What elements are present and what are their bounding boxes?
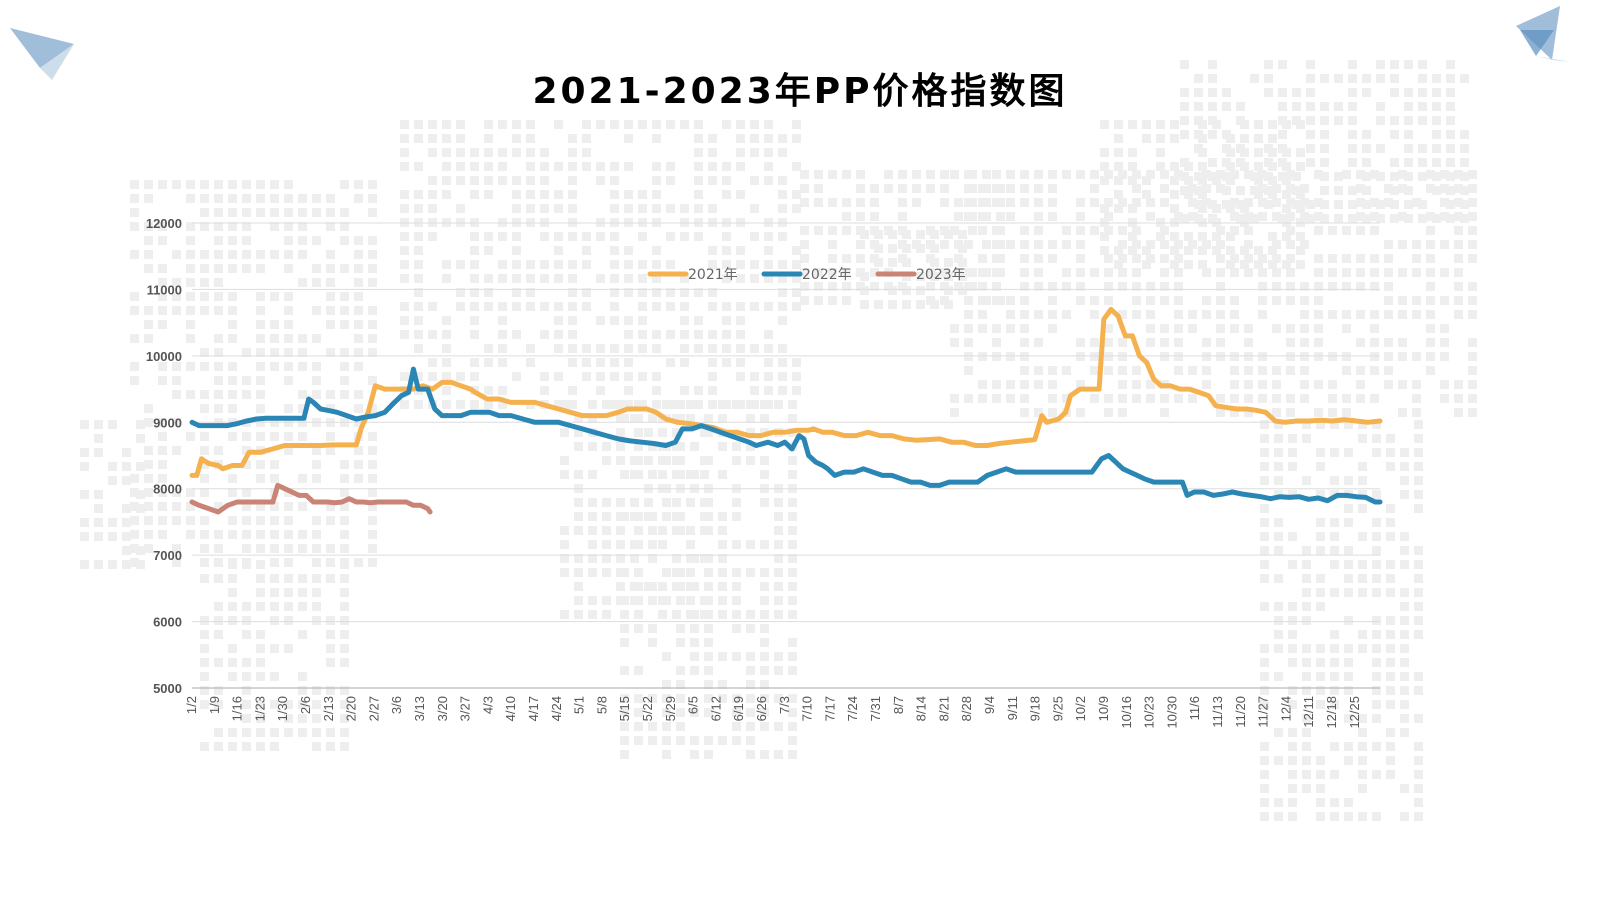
x-tick-label: 12/11 xyxy=(1301,696,1316,728)
paper-plane-icon xyxy=(1516,6,1572,62)
x-tick-label: 4/17 xyxy=(526,696,541,721)
x-tick-label: 7/24 xyxy=(845,696,860,721)
x-axis: 1/2 1/9 1/16 1/23 1/30 2/6 2/13 2/20 2/27 3/6 3/13… xyxy=(184,687,1380,729)
x-tick-label: 11/20 xyxy=(1233,696,1248,728)
x-tick-label: 9/18 xyxy=(1028,696,1043,721)
x-tick-label: 8/7 xyxy=(891,696,906,714)
x-tick-label: 3/6 xyxy=(389,696,404,714)
legend-label: 2023年 xyxy=(916,267,966,283)
x-tick-label: 3/13 xyxy=(412,696,427,721)
x-tick-label: 4/10 xyxy=(503,696,518,721)
x-tick-label: 8/14 xyxy=(914,696,929,721)
series-lines xyxy=(189,306,1383,515)
x-tick-label: 5/1 xyxy=(572,696,587,714)
x-tick-label: 12/18 xyxy=(1324,696,1339,729)
x-tick-label: 5/29 xyxy=(663,696,678,721)
legend-label: 2022年 xyxy=(802,267,852,283)
x-tick-label: 1/30 xyxy=(275,696,290,721)
x-tick-label: 10/30 xyxy=(1164,696,1179,729)
x-tick-label: 10/9 xyxy=(1096,696,1111,721)
grid-lines xyxy=(192,222,1380,689)
x-tick-label: 12/25 xyxy=(1347,696,1362,729)
x-tick-label: 5/22 xyxy=(640,696,655,721)
x-tick-label: 7/17 xyxy=(822,696,837,721)
x-tick-label: 2/6 xyxy=(298,696,313,714)
y-tick-label: 11000 xyxy=(147,282,182,297)
x-tick-label: 8/28 xyxy=(959,696,974,721)
x-tick-label: 9/4 xyxy=(982,696,997,714)
x-tick-label: 3/20 xyxy=(435,696,450,721)
series-line-2 xyxy=(189,366,1383,505)
x-tick-label: 6/26 xyxy=(754,696,769,721)
series-line-3 xyxy=(189,482,433,515)
x-tick-label: 1/23 xyxy=(252,696,267,721)
x-tick-label: 6/12 xyxy=(708,696,723,721)
x-tick-label: 10/2 xyxy=(1073,696,1088,721)
x-tick-label: 7/3 xyxy=(777,696,792,714)
x-tick-label: 2/13 xyxy=(321,696,336,721)
x-tick-label: 9/25 xyxy=(1050,696,1065,721)
y-tick-label: 9000 xyxy=(153,415,182,430)
x-tick-label: 9/11 xyxy=(1005,696,1020,720)
paper-plane-icon xyxy=(10,28,74,80)
series-line-1 xyxy=(189,306,1383,478)
x-tick-label: 1/2 xyxy=(184,696,199,714)
x-tick-label: 2/20 xyxy=(344,696,359,721)
x-tick-label: 2/27 xyxy=(366,696,381,721)
x-tick-label: 6/5 xyxy=(686,696,701,714)
y-tick-label: 10000 xyxy=(146,349,182,364)
x-tick-label: 10/23 xyxy=(1142,696,1157,729)
x-tick-label: 12/4 xyxy=(1278,696,1293,721)
x-tick-label: 11/27 xyxy=(1256,696,1271,728)
x-tick-label: 6/19 xyxy=(731,696,746,721)
y-axis: 5000 6000 7000 8000 9000 10000 11000 12000 xyxy=(146,216,182,696)
x-tick-label: 4/24 xyxy=(549,696,564,721)
y-tick-label: 12000 xyxy=(146,216,182,231)
x-tick-label: 7/31 xyxy=(868,696,883,721)
y-tick-label: 5000 xyxy=(153,681,182,696)
x-tick-label: 10/16 xyxy=(1119,696,1134,729)
x-tick-label: 4/3 xyxy=(480,696,495,714)
x-tick-label: 11/13 xyxy=(1210,696,1225,728)
x-tick-label: 5/8 xyxy=(594,696,609,714)
x-tick-label: 11/6 xyxy=(1187,696,1202,720)
x-tick-label: 5/15 xyxy=(617,696,632,721)
y-tick-label: 8000 xyxy=(153,482,182,497)
x-tick-label: 1/16 xyxy=(230,696,245,721)
legend: 2021年 2022年 2023年 xyxy=(647,267,966,283)
legend-label: 2021年 xyxy=(688,267,738,283)
chart-title: 2021-2023年PP价格指数图 xyxy=(532,71,1068,112)
x-tick-label: 7/10 xyxy=(800,696,815,721)
x-tick-label: 1/9 xyxy=(207,696,222,714)
y-tick-label: 7000 xyxy=(153,548,182,563)
y-tick-label: 6000 xyxy=(153,615,182,630)
x-tick-label: 8/21 xyxy=(936,696,951,721)
x-tick-label: 3/27 xyxy=(458,696,473,721)
